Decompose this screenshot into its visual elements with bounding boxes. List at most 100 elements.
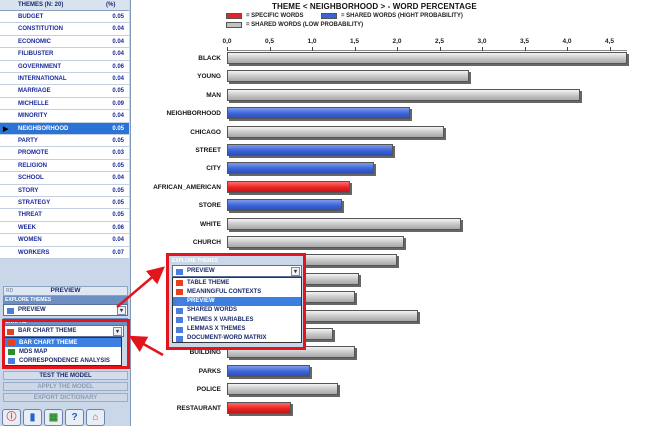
toolbar: ⓘ ▮ ▦ ? ⌂ [2,409,129,426]
theme-row[interactable]: FILIBUSTER 0.04 [0,48,129,61]
theme-row[interactable]: BUDGET 0.05 [0,11,129,24]
theme-row[interactable]: CONSTITUTION 0.04 [0,23,129,36]
theme-row[interactable]: WOMEN 0.04 [0,234,129,247]
x-tick-mark [312,47,313,51]
popup-option[interactable]: MEANINGFUL CONTEXTS [173,287,301,296]
bar [227,88,580,101]
scatter-icon [8,358,15,364]
bar-chart-icon[interactable]: ▮ [23,409,42,426]
themes-table-header: THEMES (N: 20) (%) [0,0,129,11]
theme-name: PARTY [18,138,38,144]
popup-header: EXPLORE THEMES [172,258,219,264]
bar-label: RESTAURANT [176,404,221,412]
x-axis [227,50,627,51]
theme-row[interactable]: WORKERS 0.07 [0,247,129,259]
bar-label: BLACK [198,55,221,62]
theme-row[interactable]: MINORITY 0.04 [0,110,129,123]
theme-row[interactable]: PARTY 0.05 [0,135,129,148]
test-model-button[interactable]: TEST THE MODEL [3,371,128,380]
theme-row[interactable]: GOVERNMENT 0.06 [0,61,129,73]
themes-count-header: THEMES (N: 20) [18,2,64,8]
preview-prefix: RD [6,288,14,294]
bar [227,364,311,377]
bar-label: MAN [206,91,221,99]
bar [227,180,351,193]
chevron-down-icon[interactable]: ▾ [117,306,126,315]
graphs-option-correspondence[interactable]: CORRESPONDENCE ANALYSIS [5,356,121,365]
help-icon[interactable]: ? [65,409,84,426]
theme-row[interactable]: WEEK 0.06 [0,222,129,235]
popup-explore-select[interactable]: PREVIEW ▾ [172,265,302,277]
theme-row[interactable]: RELIGION 0.05 [0,160,129,173]
theme-value: 0.04 [112,76,124,82]
theme-name: ECONOMIC [18,38,51,45]
info-icon[interactable]: ⓘ [2,409,21,426]
export-dictionary-button[interactable]: EXPORT DICTIONARY [3,393,128,402]
theme-name: FILIBUSTER [18,51,54,58]
popup-option[interactable]: TABLE THEME [173,278,301,287]
chevron-down-icon[interactable]: ▾ [113,327,122,336]
x-tick-mark [269,47,271,51]
theme-value: 0.05 [112,125,124,132]
option-label: MEANINGFUL CONTEXTS [187,288,262,295]
popup-option[interactable]: PREVIEW [173,296,301,306]
map-icon [8,349,15,355]
theme-row[interactable]: ECONOMIC 0.04 [0,36,129,49]
theme-name: NEIGHBORHOOD [18,125,69,132]
theme-name: RELIGION [18,162,48,169]
popup-option[interactable]: SHARED WORDS [173,306,301,315]
bar [227,144,393,156]
home-icon[interactable]: ⌂ [86,409,105,426]
legend-swatch-shared-low [226,22,242,28]
theme-name: STRATEGY [18,200,51,206]
bar-label: STORE [198,202,221,210]
bar [227,125,444,138]
x-tick-mark [609,47,611,51]
popup-option[interactable]: THEMES X VARIABLES [173,315,301,324]
option-icon [176,317,183,324]
apply-model-button[interactable]: APPLY THE MODEL [3,382,128,391]
theme-name: INTERNATIONAL [18,76,67,82]
theme-value: 0.05 [112,212,124,219]
legend-swatch-specific [226,13,242,19]
option-label: CORRESPONDENCE ANALYSIS [19,357,110,364]
option-label: MDS MAP [19,348,48,355]
bar-chart-icon [8,340,15,346]
grid-icon[interactable]: ▦ [44,409,63,426]
theme-row[interactable]: MARRIAGE 0.05 [0,85,129,98]
preview-button[interactable]: RD PREVIEW [3,286,128,296]
theme-row[interactable]: THREAT 0.05 [0,209,129,222]
graphs-option-bar-chart[interactable]: BAR CHART THEME [5,338,121,347]
theme-row[interactable]: MICHELLE 0.09 [0,98,129,111]
explore-themes-popup: EXPLORE THEMES PREVIEW ▾ TABLE THEME MEAN… [166,253,306,350]
theme-row[interactable]: STORY 0.05 [0,185,129,197]
x-tick-label: 1,0 [307,38,317,45]
theme-value: 0.05 [112,200,124,206]
theme-row[interactable]: ▶ NEIGHBORHOOD 0.05 [0,122,129,135]
explore-themes-select[interactable]: PREVIEW ▾ [3,304,128,316]
theme-row[interactable]: SCHOOL 0.04 [0,172,129,185]
theme-row[interactable]: STRATEGY 0.05 [0,197,129,210]
theme-row[interactable]: INTERNATIONAL 0.04 [0,73,129,86]
theme-row[interactable]: PROMOTE 0.03 [0,147,129,160]
theme-value: 0.06 [112,224,124,231]
theme-value: 0.05 [112,88,124,95]
left-panel: THEMES (N: 20) (%) BUDGET 0.05 CONSTITUTIO… [0,0,131,426]
theme-name: GOVERNMENT [18,63,62,70]
graphs-option-mds-map[interactable]: MDS MAP [5,347,121,356]
popup-option[interactable]: LEMMAS X THEMES [173,325,301,334]
bar-label: PARKS [198,367,221,375]
graphs-select[interactable]: BAR CHART THEME ▾ [3,325,124,337]
theme-name: CONSTITUTION [18,26,63,33]
popup-option[interactable]: DOCUMENT-WORD MATRIX [173,334,301,343]
bar [227,162,375,175]
chevron-down-icon[interactable]: ▾ [291,267,300,276]
theme-value: 0.04 [112,51,124,58]
x-tick-label: 2,0 [392,38,402,45]
theme-value: 0.04 [112,26,124,33]
option-icon [176,326,183,333]
theme-name: WORKERS [18,249,50,256]
themes-list[interactable]: BUDGET 0.05 CONSTITUTION 0.04 ECONOMIC 0.04 FI… [0,11,129,259]
bar-label: POLICE [196,386,221,394]
